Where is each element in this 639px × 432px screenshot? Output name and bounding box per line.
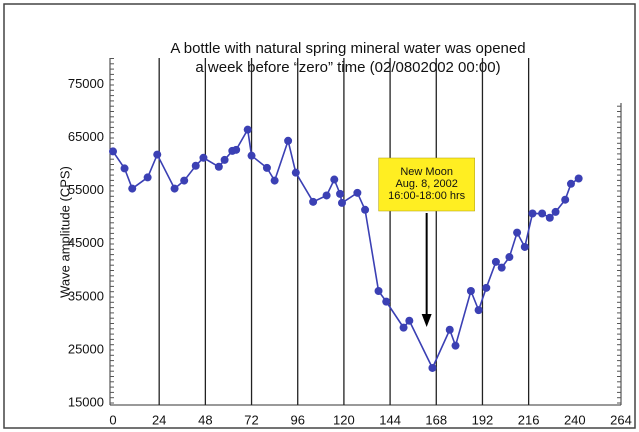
x-tick-label: 120: [333, 412, 355, 427]
data-point: [220, 155, 229, 164]
annotation-text: Aug. 8, 2002: [395, 178, 457, 190]
y-tick-label: 15000: [68, 394, 104, 409]
data-point: [109, 147, 117, 156]
data-point: [428, 363, 437, 372]
data-point: [199, 153, 208, 162]
data-point: [143, 173, 152, 182]
annotation-arrowhead: [421, 314, 432, 327]
x-tick-label: 96: [290, 412, 304, 427]
y-tick-label: 55000: [68, 182, 104, 197]
data-point: [538, 209, 547, 218]
data-point: [545, 213, 554, 222]
data-point: [482, 283, 491, 292]
data-point: [243, 125, 252, 134]
data-point: [466, 287, 475, 296]
y-tick-label: 65000: [68, 129, 104, 144]
data-point: [120, 164, 129, 173]
data-point: [505, 253, 514, 262]
x-tick-label: 144: [379, 412, 401, 427]
chart-title: A bottle with natural spring mineral wat…: [170, 40, 525, 57]
data-point: [474, 306, 483, 315]
data-point: [574, 174, 583, 183]
y-tick-label: 25000: [68, 341, 104, 356]
x-tick-label: 48: [198, 412, 212, 427]
x-tick-label: 192: [472, 412, 494, 427]
data-point: [191, 161, 200, 170]
data-point: [513, 228, 522, 237]
data-point: [322, 191, 331, 200]
data-point: [270, 176, 279, 185]
y-tick-label: 35000: [68, 288, 104, 303]
data-point: [330, 175, 339, 184]
x-tick-label: 168: [425, 412, 447, 427]
data-point: [399, 323, 408, 332]
annotation-text: 16:00-18:00 hrs: [388, 190, 466, 202]
data-point: [214, 162, 223, 171]
x-tick-label: 216: [518, 412, 540, 427]
data-point: [337, 198, 346, 207]
data-point: [497, 263, 506, 272]
data-point: [170, 184, 179, 193]
data-point: [528, 209, 537, 218]
data-point: [309, 197, 318, 206]
data-point: [232, 145, 241, 154]
data-point: [451, 341, 460, 350]
data-point: [353, 188, 362, 197]
data-point: [284, 136, 293, 145]
data-point: [551, 207, 560, 216]
y-tick-label: 45000: [68, 235, 104, 250]
data-point: [247, 151, 256, 160]
x-tick-label: 0: [109, 412, 116, 427]
data-point: [180, 176, 189, 185]
x-tick-label: 24: [152, 412, 166, 427]
x-tick-label: 72: [244, 412, 258, 427]
data-point: [374, 287, 383, 296]
frame: [3, 3, 636, 429]
data-point: [336, 189, 345, 198]
data-point: [128, 184, 137, 193]
data-line: [112, 127, 580, 370]
data-point: [445, 325, 454, 334]
data-point: [153, 150, 162, 159]
chart-title: a week before “zero” time (02/0802002 00…: [195, 59, 500, 76]
data-point: [262, 163, 271, 172]
data-point: [561, 195, 570, 204]
data-point: [382, 297, 391, 306]
data-point: [520, 242, 529, 251]
y-axis-label: Wave amplitude (CPS): [57, 166, 72, 298]
x-tick-label: 240: [564, 412, 586, 427]
data-point: [491, 257, 500, 266]
annotation-box: [378, 157, 475, 212]
x-tick-label: 264: [610, 412, 632, 427]
data-point: [405, 316, 414, 325]
data-point: [291, 168, 300, 177]
data-point: [566, 179, 575, 188]
y-tick-label: 75000: [68, 76, 104, 91]
annotation-text: New Moon: [400, 166, 453, 178]
data-point: [361, 205, 370, 214]
